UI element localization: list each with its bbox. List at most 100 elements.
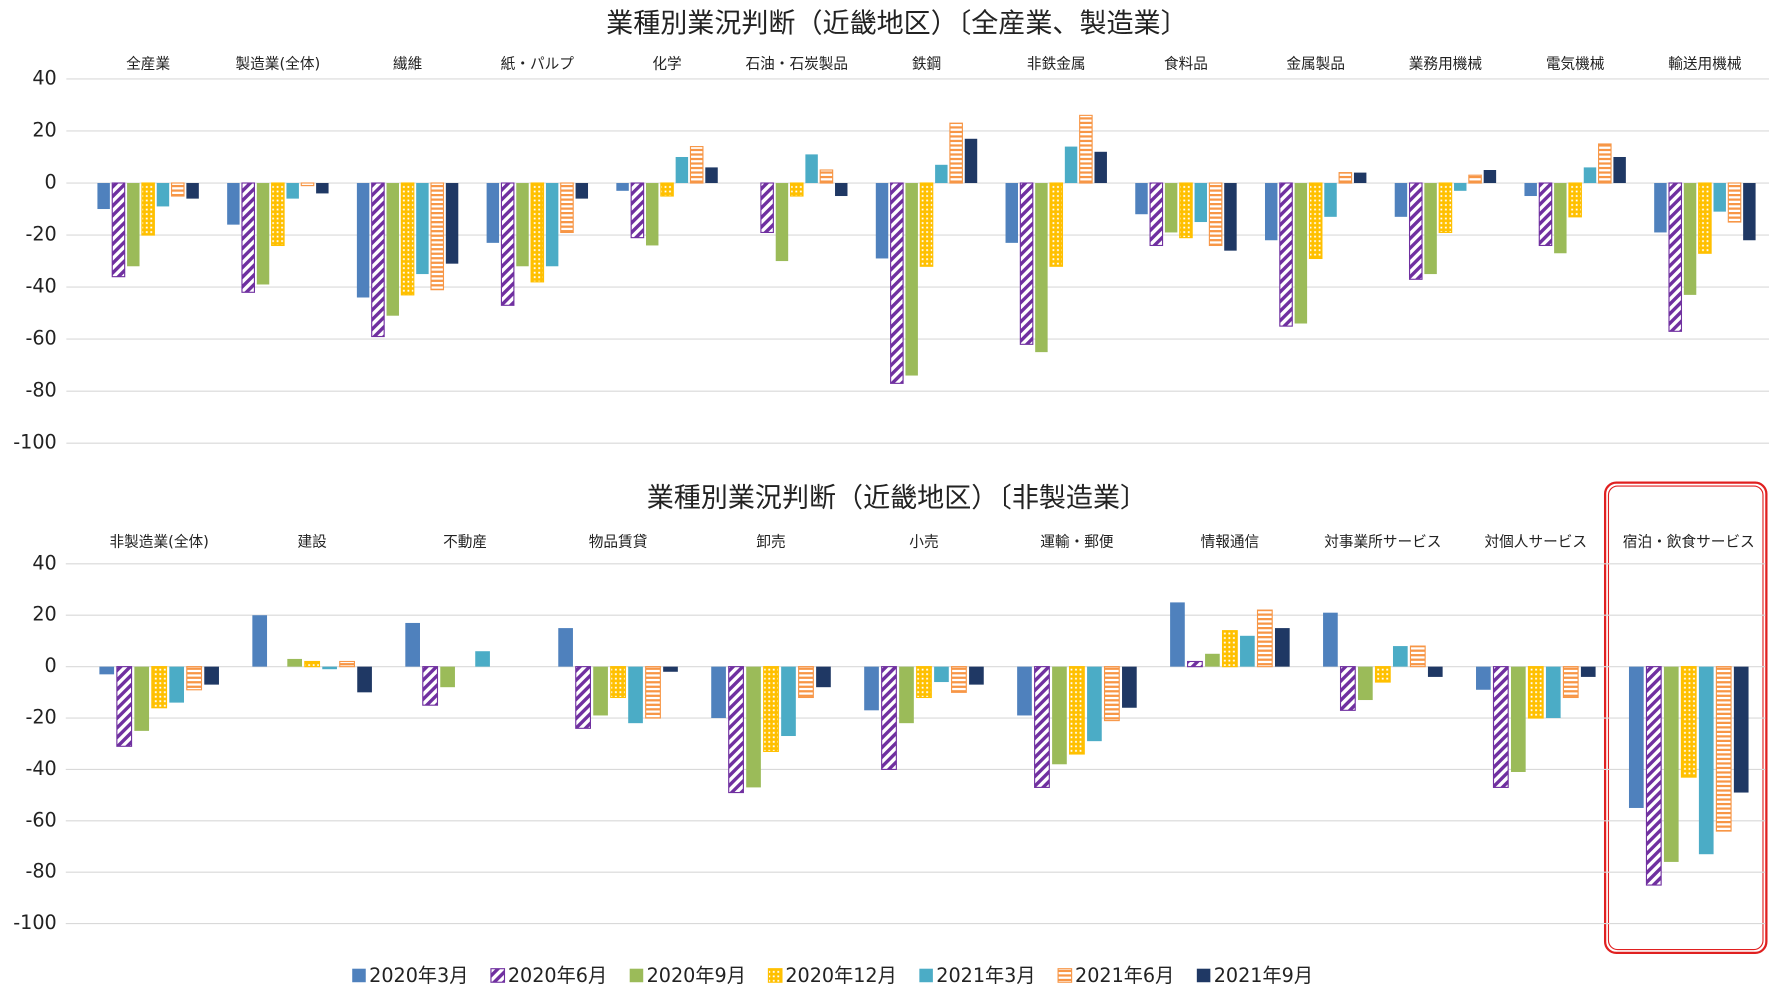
y-tick-label: -80 xyxy=(25,860,56,883)
y-tick-label: -100 xyxy=(13,431,56,454)
y-tick-label: 40 xyxy=(32,551,56,574)
y-tick-label: 20 xyxy=(32,603,56,626)
bar xyxy=(1353,172,1367,184)
bar xyxy=(1476,666,1491,690)
bar xyxy=(1034,666,1050,788)
bar xyxy=(1358,666,1373,701)
bar xyxy=(1538,182,1553,247)
bar xyxy=(969,666,984,685)
bar xyxy=(675,156,689,184)
bar xyxy=(500,182,515,306)
bar xyxy=(1645,666,1662,886)
bar xyxy=(1427,666,1443,677)
bar xyxy=(271,182,285,247)
bar xyxy=(775,183,789,262)
bar xyxy=(371,182,385,338)
bar xyxy=(1727,182,1742,223)
bar xyxy=(1005,183,1018,243)
bar xyxy=(1663,666,1679,862)
x-category-label: 建設 xyxy=(297,533,327,550)
bar xyxy=(835,183,848,197)
bar xyxy=(660,182,674,197)
bar xyxy=(1424,183,1437,275)
bar xyxy=(1408,182,1423,280)
bar xyxy=(663,666,678,672)
bar xyxy=(1079,114,1093,184)
x-category-label: 製造業(全体) xyxy=(235,54,320,72)
bar xyxy=(1179,182,1193,239)
bar xyxy=(111,182,126,278)
x-category-label: 運輸・郵便 xyxy=(1040,533,1114,550)
legend-swatch xyxy=(352,968,366,983)
bar xyxy=(134,666,150,731)
bar xyxy=(916,666,932,699)
bar xyxy=(1510,666,1526,772)
bar xyxy=(1170,602,1185,667)
legend-swatch xyxy=(767,968,783,983)
legend-label: 2021年9月 xyxy=(1214,964,1313,987)
bar xyxy=(1135,183,1148,215)
bar xyxy=(630,182,645,239)
bar xyxy=(1339,666,1356,711)
bar xyxy=(1224,183,1237,251)
chart-title: 業種別業況判断（近畿地区）〔非製造業〕 xyxy=(647,483,1147,514)
chart-title: 業種別業況判断（近畿地区）〔全産業、製造業〕 xyxy=(606,8,1188,39)
bar xyxy=(1240,635,1255,667)
bar xyxy=(286,183,299,199)
bar xyxy=(445,183,459,264)
bar xyxy=(1683,183,1697,295)
bar xyxy=(711,666,726,719)
bar xyxy=(1613,156,1626,184)
bar xyxy=(287,658,302,667)
legend-swatch xyxy=(1057,968,1073,983)
bar xyxy=(386,183,399,316)
bar xyxy=(1221,630,1238,668)
bar xyxy=(805,154,818,184)
x-category-label: 卸売 xyxy=(756,533,785,550)
bar xyxy=(951,666,967,693)
y-tick-label: 0 xyxy=(45,654,57,677)
bar xyxy=(816,666,831,688)
bar xyxy=(645,666,661,719)
bar xyxy=(1598,143,1612,184)
x-category-label: 全産業 xyxy=(126,54,170,72)
bar xyxy=(919,182,934,267)
bar xyxy=(781,666,796,737)
x-category-label: 対個人サービス xyxy=(1484,533,1587,550)
x-category-label: 小売 xyxy=(909,533,938,550)
bar xyxy=(575,666,591,729)
bar xyxy=(1323,612,1338,667)
bar xyxy=(1017,666,1032,716)
x-category-label: 食料品 xyxy=(1164,55,1208,72)
bar xyxy=(1394,183,1408,217)
bar xyxy=(545,183,559,267)
bar xyxy=(964,138,978,184)
bar xyxy=(530,182,545,283)
bar xyxy=(186,183,199,199)
bar xyxy=(252,615,268,667)
bar xyxy=(890,182,904,384)
bar xyxy=(1668,182,1683,332)
bar xyxy=(628,666,643,724)
bar xyxy=(356,183,370,298)
y-tick-label: -100 xyxy=(13,911,56,934)
bar xyxy=(1187,660,1203,668)
bar xyxy=(728,666,744,794)
bar xyxy=(763,666,779,752)
bar xyxy=(400,182,415,296)
x-category-label: 宿泊・飲食サービス xyxy=(1623,533,1755,550)
bar xyxy=(1256,609,1273,668)
bar xyxy=(1580,666,1596,677)
x-category-label: 業務用機械 xyxy=(1409,55,1483,72)
bar xyxy=(156,183,170,207)
bar xyxy=(1392,646,1408,667)
x-category-label: 情報通信 xyxy=(1201,533,1260,550)
bar xyxy=(705,167,718,184)
bar xyxy=(1715,666,1732,832)
bar xyxy=(760,182,774,234)
bar xyxy=(169,666,185,703)
bar xyxy=(1208,182,1223,247)
bar xyxy=(934,666,949,683)
bar xyxy=(316,183,329,194)
bar xyxy=(1019,182,1034,345)
